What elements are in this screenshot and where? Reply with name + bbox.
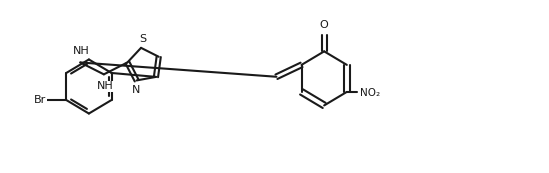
Text: S: S (139, 34, 147, 44)
Text: NH: NH (73, 46, 89, 56)
Text: NO₂: NO₂ (360, 88, 380, 98)
Text: O: O (320, 20, 328, 30)
Text: N: N (131, 85, 140, 95)
Text: Br: Br (34, 95, 46, 105)
Text: NH: NH (97, 81, 114, 91)
